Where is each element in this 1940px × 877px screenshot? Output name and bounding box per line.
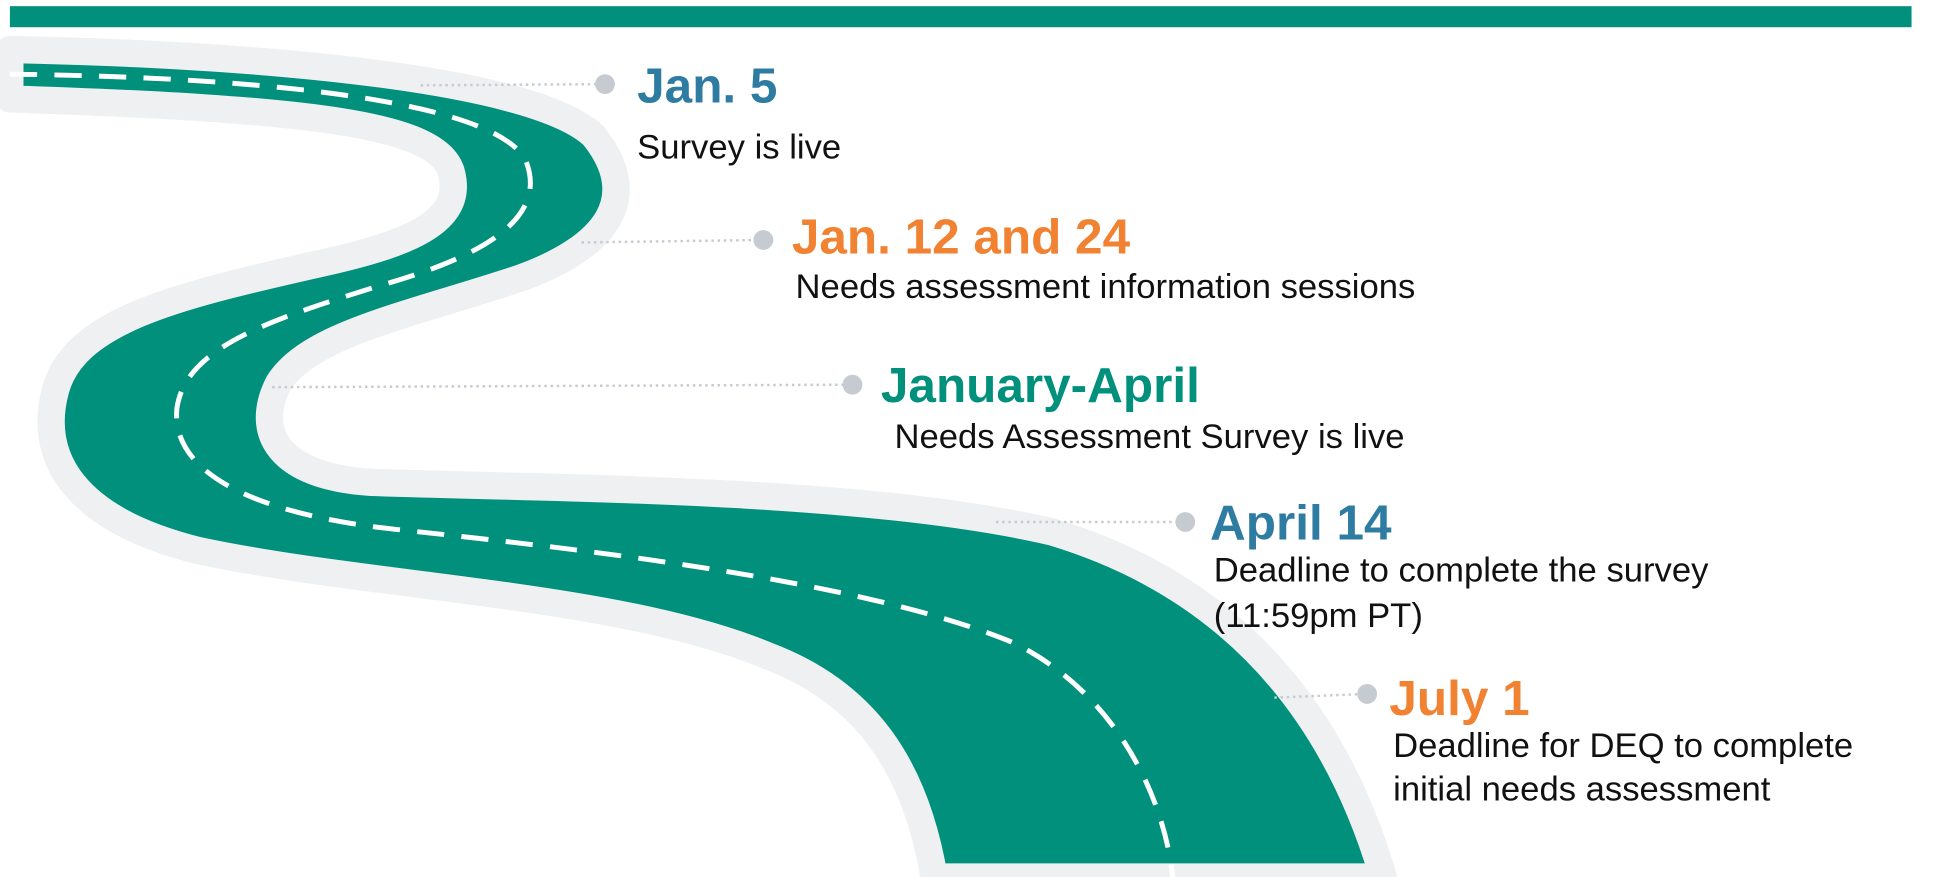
milestone-dot [1357,684,1377,704]
page: Jan. 5 Survey is live Jan. 12 and 24 Nee… [0,0,1940,877]
milestone-date: Jan. 5 [637,59,777,114]
road [10,49,1383,877]
timeline-slide: Jan. 5 Survey is live Jan. 12 and 24 Nee… [0,0,1940,877]
milestone-description: Needs Assessment Survey is live [895,418,1405,456]
road-surface [10,49,1383,877]
leader-line [272,385,852,387]
milestone-description: Deadline for DEQ to complete [1393,727,1853,765]
milestone-description: initial needs assessment [1393,770,1771,808]
milestone-description: Needs assessment information sessions [796,268,1416,306]
milestone-date: Jan. 12 and 24 [792,210,1131,265]
top-bar [10,6,1912,27]
milestone-date: April 14 [1210,495,1392,550]
milestone-date: January-April [881,358,1200,413]
milestone-description: (11:59pm PT) [1214,597,1423,635]
milestone-description: Survey is live [637,128,841,166]
milestone-dot [843,375,863,395]
milestone-dot [753,230,773,250]
milestone-dot [1175,512,1195,532]
milestone-date: July 1 [1389,671,1529,726]
milestone-description: Deadline to complete the survey [1214,551,1709,589]
milestone-dot [595,74,615,94]
